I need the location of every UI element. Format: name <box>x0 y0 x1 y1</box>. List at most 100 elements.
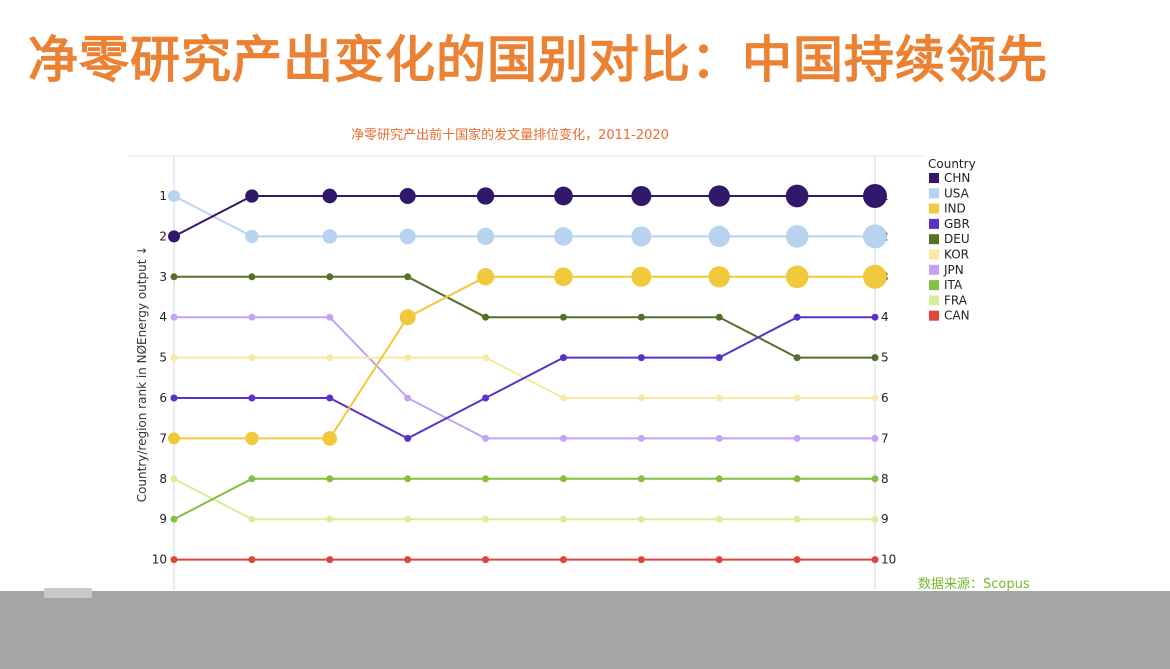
data-point-chn <box>708 185 730 207</box>
data-point-ind <box>863 264 887 289</box>
data-point-jpn <box>715 434 723 442</box>
data-point-chn <box>168 230 180 243</box>
legend-swatch-gbr <box>929 218 939 229</box>
data-point-deu <box>793 354 801 362</box>
y-tick-left: 9 <box>159 512 167 526</box>
data-point-deu <box>715 313 723 321</box>
data-point-ind <box>322 431 338 446</box>
data-point-deu <box>170 273 178 281</box>
data-point-chn <box>322 188 338 204</box>
data-point-kor <box>404 354 412 362</box>
data-point-can <box>170 556 178 564</box>
data-point-usa <box>322 229 338 244</box>
data-point-gbr <box>170 394 178 402</box>
legend-swatch-ind <box>929 203 939 214</box>
series-line-usa <box>173 195 875 238</box>
legend-label-can: CAN <box>944 309 970 323</box>
data-point-gbr <box>559 354 567 362</box>
data-point-gbr <box>793 313 801 321</box>
series-line-chn <box>173 195 875 238</box>
data-point-fra <box>637 515 645 523</box>
data-point-deu <box>871 354 879 362</box>
legend-swatch-kor <box>929 249 939 260</box>
data-point-usa <box>631 226 652 247</box>
data-point-jpn <box>482 434 490 442</box>
data-point-gbr <box>637 354 645 362</box>
data-point-kor <box>170 354 178 362</box>
data-point-gbr <box>715 354 723 362</box>
legend-label-fra: FRA <box>944 293 968 307</box>
data-point-can <box>326 556 334 564</box>
data-point-can <box>404 556 412 564</box>
y-tick-left: 2 <box>159 229 167 243</box>
y-tick-right: 6 <box>881 391 889 405</box>
legend-swatch-usa <box>929 188 939 199</box>
data-point-gbr <box>482 394 490 402</box>
y-tick-right: 10 <box>881 553 896 567</box>
y-tick-right: 7 <box>881 431 889 445</box>
series-lines <box>173 195 875 561</box>
footer-band <box>0 591 1170 669</box>
data-point-can <box>871 556 879 564</box>
legend-title: Country <box>928 157 976 171</box>
series-points <box>168 184 887 564</box>
data-point-ind <box>708 266 730 288</box>
y-tick-right: 4 <box>881 310 889 324</box>
y-axis-label: Country/region rank in NØEnergy output ↓ <box>135 246 149 503</box>
data-point-jpn <box>559 434 567 442</box>
data-point-kor <box>793 394 801 402</box>
y-tick-right: 9 <box>881 512 889 526</box>
y-tick-left: 6 <box>159 391 167 405</box>
data-point-usa <box>476 227 495 246</box>
data-point-fra <box>170 475 178 483</box>
data-point-deu <box>248 273 256 281</box>
series-line-jpn <box>174 316 875 440</box>
data-point-deu <box>404 273 412 281</box>
data-point-chn <box>245 189 259 203</box>
data-point-can <box>715 556 723 564</box>
y-tick-right: 5 <box>881 351 889 365</box>
y-tick-right: 8 <box>881 472 889 486</box>
data-point-deu <box>482 313 490 321</box>
logo-mark <box>44 588 92 598</box>
legend-swatch-can <box>929 310 939 321</box>
data-point-chn <box>863 184 887 208</box>
data-point-ind <box>476 268 495 286</box>
y-axis-left: 1 2 3 4 5 6 7 8 9 10 <box>152 189 167 567</box>
data-point-ita <box>559 475 567 483</box>
y-tick-left: 7 <box>159 431 167 445</box>
data-point-chn <box>785 184 809 208</box>
data-point-ita <box>871 475 879 483</box>
legend-swatch-deu <box>929 234 939 245</box>
data-point-ind <box>554 267 573 287</box>
legend-label-jpn: JPN <box>943 263 964 277</box>
data-point-kor <box>248 354 256 362</box>
source-note: 数据来源：Scopus <box>918 577 1030 592</box>
y-tick-left: 10 <box>152 553 167 567</box>
legend-swatch-jpn <box>929 264 939 275</box>
y-tick-left: 3 <box>159 270 167 284</box>
data-point-ita <box>404 475 412 483</box>
data-point-can <box>793 556 801 564</box>
data-point-fra <box>248 515 256 523</box>
data-point-fra <box>559 515 567 523</box>
data-point-kor <box>326 354 334 362</box>
grid <box>128 155 925 590</box>
data-point-ita <box>793 475 801 483</box>
legend-label-deu: DEU <box>944 232 970 246</box>
data-point-jpn <box>404 394 412 402</box>
data-point-chn <box>554 186 573 206</box>
data-point-kor <box>482 354 490 362</box>
data-point-usa <box>863 224 887 249</box>
data-point-gbr <box>871 313 879 321</box>
data-point-usa <box>554 227 573 246</box>
data-point-fra <box>715 515 723 523</box>
data-point-ita <box>326 475 334 483</box>
data-point-jpn <box>248 313 256 321</box>
data-point-ind <box>631 266 652 287</box>
data-point-ita <box>482 475 490 483</box>
legend-label-chn: CHN <box>944 171 970 185</box>
data-point-gbr <box>326 394 334 402</box>
data-point-can <box>482 556 490 564</box>
